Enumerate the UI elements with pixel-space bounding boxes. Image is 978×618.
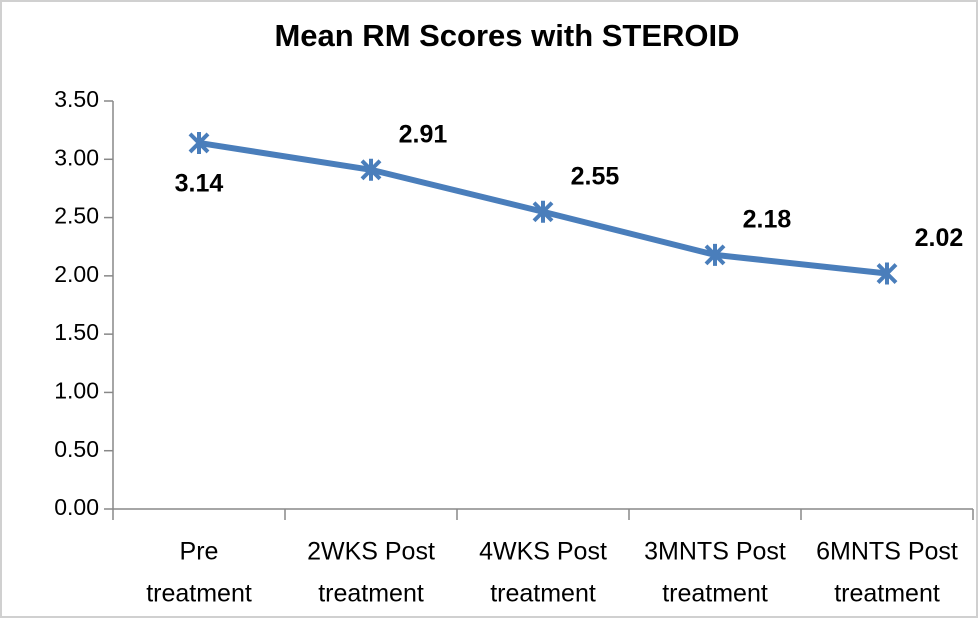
y-tick-label: 0.00 — [54, 494, 99, 520]
marker — [360, 158, 382, 181]
marker — [876, 262, 898, 285]
data-label: 2.91 — [399, 120, 448, 148]
x-tick-label: treatment — [662, 580, 768, 608]
x-tick-label: treatment — [490, 580, 596, 608]
chart-title: Mean RM Scores with STEROID — [274, 18, 739, 53]
x-tick-label: treatment — [318, 580, 424, 608]
y-tick-label: 3.00 — [54, 144, 99, 170]
y-tick-label: 0.50 — [54, 436, 99, 462]
data-label: 3.14 — [175, 170, 224, 198]
data-label: 2.02 — [915, 224, 964, 252]
marker — [704, 243, 726, 266]
x-tick-label: 2WKS Post — [307, 538, 435, 566]
data-label: 2.18 — [743, 205, 792, 233]
x-tick-label: treatment — [834, 580, 940, 608]
marker — [188, 131, 210, 154]
x-tick-label: 4WKS Post — [479, 538, 607, 566]
y-tick-label: 3.50 — [54, 86, 99, 112]
y-tick-label: 2.50 — [54, 203, 99, 229]
y-tick-label: 1.50 — [54, 319, 99, 345]
x-tick-label: Pre — [180, 538, 219, 566]
marker — [532, 200, 554, 223]
y-tick-label: 2.00 — [54, 261, 99, 287]
x-tick-label: 6MNTS Post — [816, 538, 958, 566]
x-tick-label: 3MNTS Post — [644, 538, 786, 566]
data-label: 2.55 — [571, 162, 620, 190]
x-tick-label: treatment — [146, 580, 252, 608]
y-tick-label: 1.00 — [54, 378, 99, 404]
